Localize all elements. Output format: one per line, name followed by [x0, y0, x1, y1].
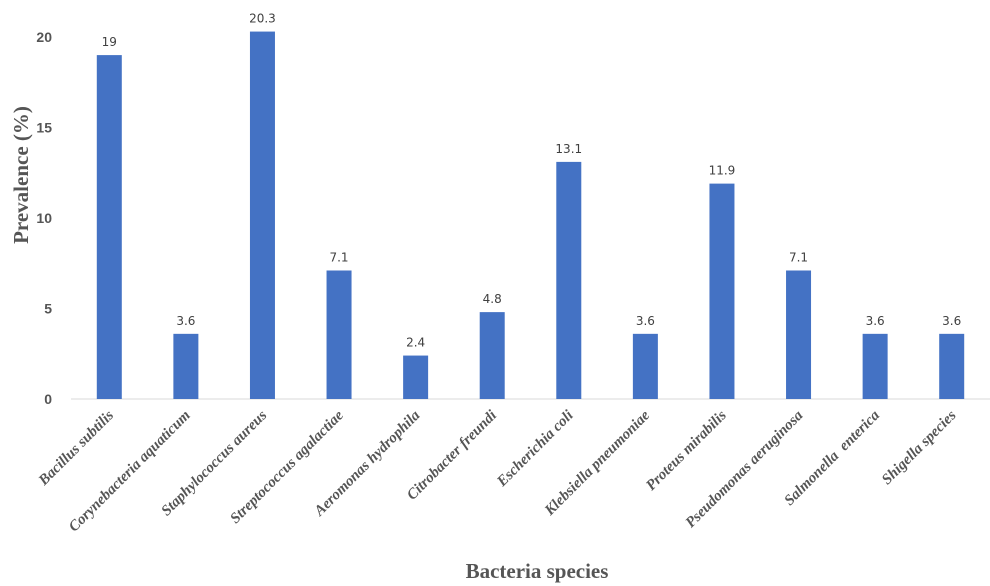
y-tick-label: 10 [36, 210, 52, 226]
bar [632, 333, 658, 399]
bar [326, 270, 352, 399]
data-label: 13.1 [555, 142, 582, 156]
data-label: 7.1 [789, 250, 808, 264]
y-axis-title: Prevalence (%) [9, 106, 33, 244]
data-label: 3.6 [636, 314, 655, 328]
y-tick-label: 20 [36, 29, 52, 45]
bar [249, 31, 275, 399]
y-tick-label: 0 [44, 391, 52, 407]
bar [96, 55, 122, 399]
bar [556, 161, 582, 399]
bar [939, 333, 965, 399]
data-label: 4.8 [483, 292, 502, 306]
bar [479, 312, 505, 399]
category-label: Escherichia coli [494, 407, 578, 491]
data-label: 2.4 [406, 336, 425, 350]
y-axis-ticks: 0 5 10 15 20 [36, 29, 52, 407]
bar [862, 333, 888, 399]
data-label: 7.1 [329, 250, 348, 264]
category-label: Proteus mirabilis [643, 407, 730, 494]
x-axis-title: Bacteria species [466, 559, 609, 583]
category-label: Shigella species [879, 407, 960, 488]
data-label: 19 [102, 35, 117, 49]
data-label: 3.6 [942, 314, 961, 328]
data-label: 3.6 [866, 314, 885, 328]
bar [403, 355, 429, 399]
category-label: Bacillus subtilis [35, 407, 117, 489]
y-tick-label: 15 [36, 120, 52, 136]
category-label: Corynebacteria aquaticum [66, 408, 194, 536]
data-label: 20.3 [249, 12, 276, 26]
y-tick-label: 5 [44, 301, 52, 317]
bar [173, 333, 199, 399]
data-label: 11.9 [709, 164, 736, 178]
bar [786, 270, 812, 399]
bar [709, 183, 735, 399]
data-label: 3.6 [176, 314, 195, 328]
bars [96, 31, 965, 399]
data-labels: 19 3.6 20.3 7.1 2.4 4.8 13.1 3.6 11.9 7.1 3.6 3.6 [102, 12, 962, 350]
